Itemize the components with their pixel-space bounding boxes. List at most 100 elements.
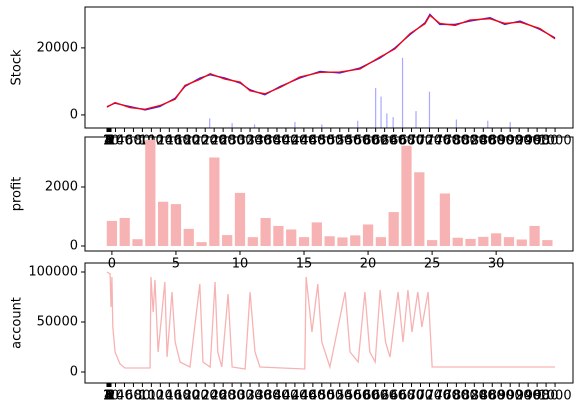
x-tick-label: 200 <box>184 389 209 404</box>
x-tick-label: 160 <box>166 389 191 404</box>
x-tick-label: 620 <box>372 389 397 404</box>
bar <box>234 192 246 246</box>
axes-frame <box>84 136 574 252</box>
plot-area <box>106 139 553 246</box>
x-tick-label: 30 <box>488 257 505 272</box>
x-tick-label: 400 <box>274 389 299 404</box>
axes-frame <box>84 262 574 384</box>
x-tick-label: 740 <box>426 389 451 404</box>
volume-bar <box>487 120 489 128</box>
x-tick-label: 780 <box>444 389 469 404</box>
bar <box>452 237 463 246</box>
bar <box>158 201 169 246</box>
x-tick-label: 660 <box>390 389 415 404</box>
x-tick-label: 480 <box>309 389 334 404</box>
bar <box>247 237 258 246</box>
plot-area <box>106 271 556 370</box>
volume-bar <box>428 91 431 128</box>
x-tick-label: 3 <box>104 389 112 404</box>
x-tick-label: 680 <box>399 389 424 404</box>
x-tick-label: 440 <box>291 389 316 404</box>
x-tick-label: 180 <box>175 389 200 404</box>
x-tick-label: 260 <box>211 389 236 404</box>
x-tick-label: 600 <box>363 389 388 404</box>
volume-bar <box>321 124 323 128</box>
bar <box>465 238 476 246</box>
y-tick-label: 0 <box>70 238 78 253</box>
bar <box>106 220 118 246</box>
x-tick-label: 10 <box>103 389 120 404</box>
x-tick-label: 1 <box>103 134 111 149</box>
x-tick-label: 4 <box>104 134 112 149</box>
bar <box>273 225 284 246</box>
x-tick-label: 2 <box>103 134 111 149</box>
x-tick-label: 6 <box>105 389 113 404</box>
volume-bar <box>375 88 377 128</box>
y-tick-label: 50000 <box>37 315 78 330</box>
bar <box>350 235 361 246</box>
x-tick-label: 240 <box>202 389 227 404</box>
x-tick-label: 900 <box>498 389 523 404</box>
x-tick-label: 420 <box>282 389 307 404</box>
x-tick-label: 560 <box>345 389 370 404</box>
volume-bar <box>509 121 511 128</box>
y-tick-label: 2000 <box>45 179 78 194</box>
bar <box>439 193 451 246</box>
x-tick-label: 25 <box>424 257 441 272</box>
plot-area <box>106 13 556 128</box>
volume-bar <box>415 111 417 128</box>
x-tick-label: 100 <box>139 389 164 404</box>
x-tick-label: 15 <box>296 257 313 272</box>
volume-bar <box>455 119 457 128</box>
bar <box>516 239 527 246</box>
y-axis-label: account <box>10 297 25 349</box>
volume-bar <box>231 123 233 128</box>
bar <box>426 240 438 246</box>
x-tick-label: 10 <box>232 257 249 272</box>
x-tick-label: 720 <box>417 389 442 404</box>
x-tick-label: 5 <box>172 257 180 272</box>
x-tick-label: 8 <box>106 389 114 404</box>
x-tick-label: 40 <box>116 389 133 404</box>
x-tick-label: 7 <box>106 389 114 404</box>
x-tick-label: 840 <box>471 389 496 404</box>
bar <box>298 237 310 246</box>
x-tick-label: 980 <box>534 389 559 404</box>
x-tick-label: 540 <box>336 389 361 404</box>
x-tick-label: 120 <box>148 389 173 404</box>
bar <box>414 172 425 246</box>
x-tick-label: 2 <box>103 389 111 404</box>
x-tick-label: 140 <box>157 389 182 404</box>
bar <box>503 237 515 246</box>
x-tick-label: 20 <box>360 257 377 272</box>
x-tick-label: 4 <box>104 389 112 404</box>
volume-bar <box>209 118 211 128</box>
bar <box>222 235 233 246</box>
x-tick-label: 360 <box>256 389 281 404</box>
x-tick-label: 300 <box>229 389 254 404</box>
x-tick-label: 340 <box>247 389 272 404</box>
line <box>106 14 556 110</box>
x-tick-label: 6 <box>105 134 113 149</box>
bar <box>170 204 182 246</box>
bar <box>478 236 489 246</box>
y-axis-label: Stock <box>10 49 25 85</box>
bar <box>401 145 412 246</box>
x-tick-label: 880 <box>489 389 514 404</box>
x-tick-label: 960 <box>525 389 550 404</box>
bar <box>209 157 220 246</box>
bar <box>119 217 130 246</box>
bar <box>542 240 553 246</box>
bar <box>337 237 348 246</box>
x-tick-label: 8 <box>106 134 114 149</box>
bar <box>145 139 156 246</box>
bar <box>183 228 194 246</box>
x-tick-label: 9 <box>106 389 114 404</box>
x-tick-label: 920 <box>507 389 532 404</box>
x-tick-label: 220 <box>193 389 218 404</box>
y-tick-label: 100000 <box>28 265 78 280</box>
bar <box>388 212 399 246</box>
x-tick-label: 5 <box>105 389 113 404</box>
bar <box>311 222 322 246</box>
